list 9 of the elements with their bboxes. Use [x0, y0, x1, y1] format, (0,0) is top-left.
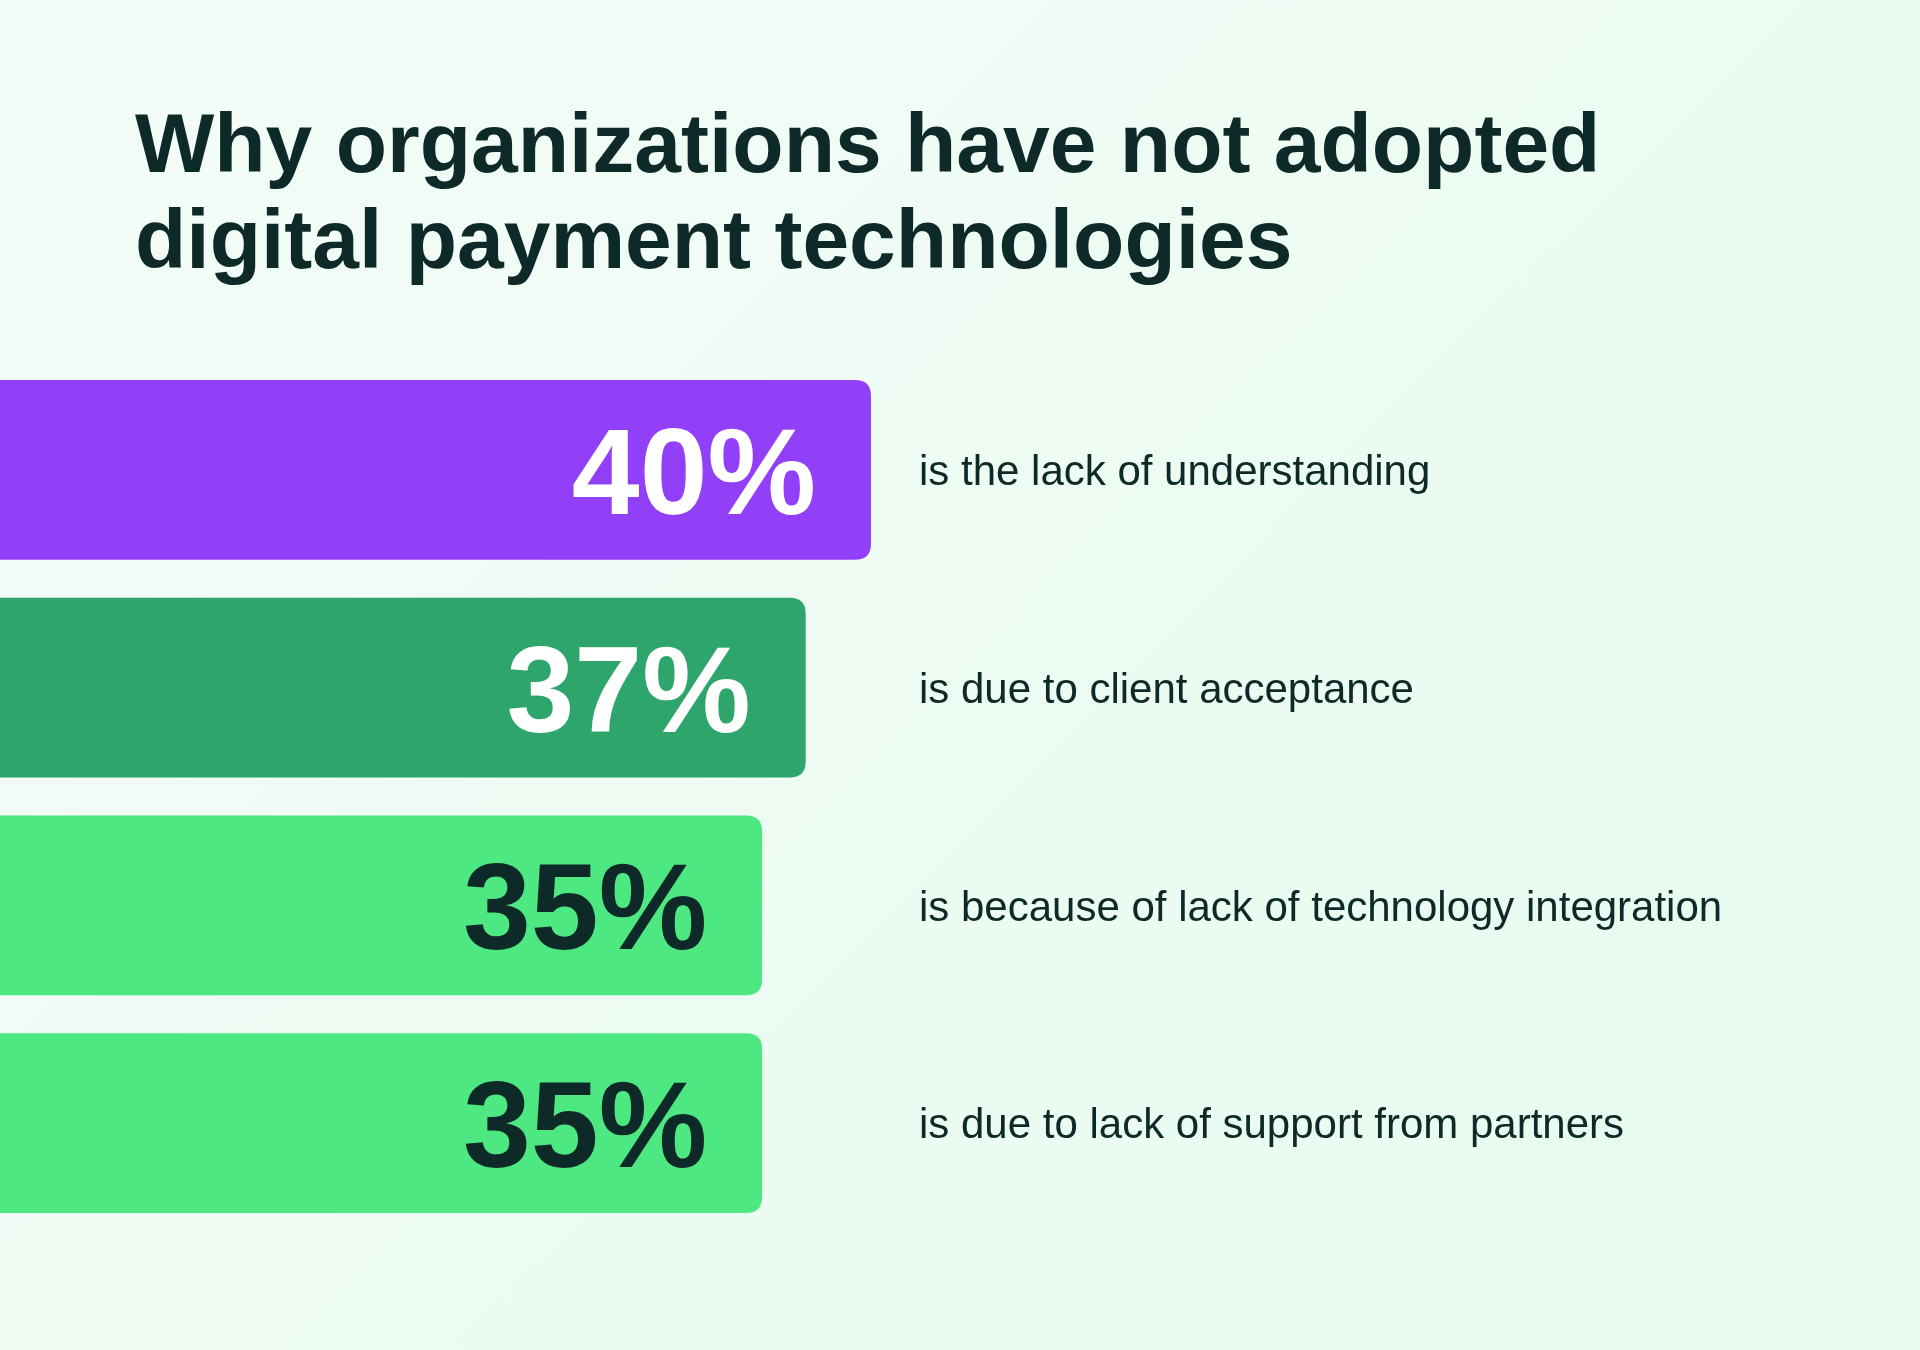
data-label: 35%: [462, 1057, 708, 1194]
y-tick-label: is due to lack of support from partners: [919, 1100, 1624, 1148]
data-label: 40%: [571, 403, 816, 540]
data-label: 35%: [462, 839, 708, 976]
y-tick-label: is the lack of understanding: [919, 446, 1431, 494]
data-label: 37%: [506, 621, 751, 758]
chart-title: Why organizations have not adopted digital payment technologies: [135, 95, 1602, 287]
y-tick-label: is due to client acceptance: [919, 664, 1414, 712]
y-tick-label: is because of lack of technology integration: [919, 882, 1723, 930]
